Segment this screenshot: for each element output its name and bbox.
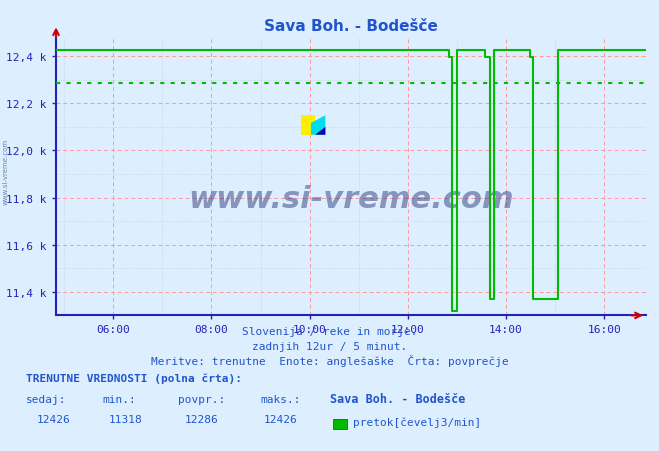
Text: sedaj:: sedaj:	[26, 394, 67, 404]
Title: Sava Boh. - Bodešče: Sava Boh. - Bodešče	[264, 19, 438, 34]
Text: 12286: 12286	[185, 414, 218, 423]
Text: 11318: 11318	[109, 414, 142, 423]
Text: min.:: min.:	[102, 394, 136, 404]
Text: www.si-vreme.com: www.si-vreme.com	[188, 185, 514, 214]
Text: pretok[čevelj3/min]: pretok[čevelj3/min]	[353, 417, 481, 427]
Text: Meritve: trenutne  Enote: anglešaške  Črta: povprečje: Meritve: trenutne Enote: anglešaške Črta…	[151, 354, 508, 366]
Text: povpr.:: povpr.:	[178, 394, 225, 404]
Text: zadnjih 12ur / 5 minut.: zadnjih 12ur / 5 minut.	[252, 341, 407, 351]
Text: TRENUTNE VREDNOSTI (polna črta):: TRENUTNE VREDNOSTI (polna črta):	[26, 373, 243, 383]
Text: www.si-vreme.com: www.si-vreme.com	[2, 138, 9, 204]
Text: maks.:: maks.:	[260, 394, 301, 404]
Text: 12426: 12426	[264, 414, 297, 423]
Text: Sava Boh. - Bodešče: Sava Boh. - Bodešče	[330, 392, 465, 405]
Text: Slovenija / reke in morje.: Slovenija / reke in morje.	[242, 327, 417, 336]
Text: 12426: 12426	[36, 414, 70, 423]
